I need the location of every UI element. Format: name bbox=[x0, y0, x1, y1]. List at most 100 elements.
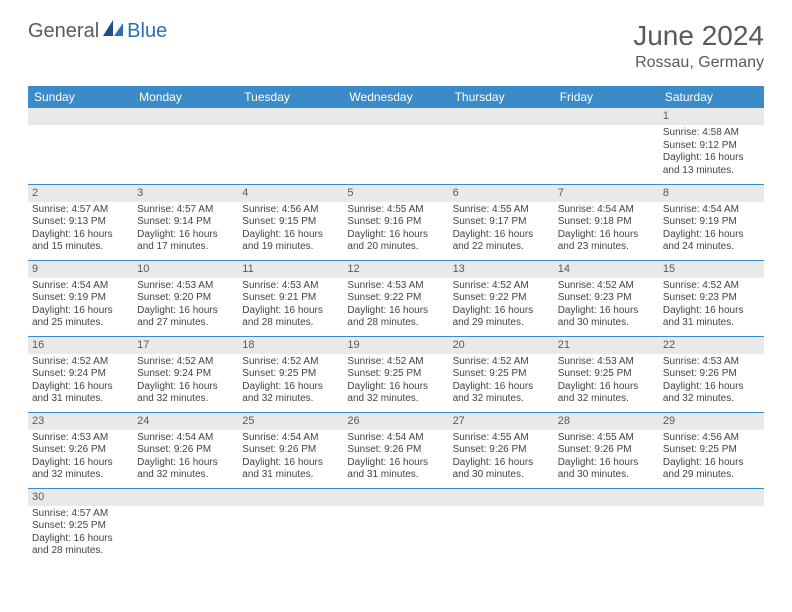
day-detail-line: and 22 minutes. bbox=[453, 241, 550, 254]
day-detail-line: and 28 minutes. bbox=[347, 317, 444, 330]
day-detail-line: Sunrise: 4:52 AM bbox=[453, 280, 550, 293]
day-detail-line: Sunrise: 4:52 AM bbox=[453, 356, 550, 369]
day-detail-line: Sunrise: 4:58 AM bbox=[663, 127, 760, 140]
day-detail-line: Sunrise: 4:56 AM bbox=[242, 204, 339, 217]
day-detail-line: and 32 minutes. bbox=[347, 393, 444, 406]
day-detail-line: Sunrise: 4:52 AM bbox=[663, 280, 760, 293]
day-detail-line: Sunrise: 4:53 AM bbox=[663, 356, 760, 369]
day-detail-line: Daylight: 16 hours bbox=[32, 381, 129, 394]
day-detail-line: Sunset: 9:24 PM bbox=[32, 368, 129, 381]
page-header: General Blue June 2024 Rossau, Germany bbox=[0, 0, 792, 80]
day-detail-line: and 32 minutes. bbox=[663, 393, 760, 406]
day-detail-line: Daylight: 16 hours bbox=[558, 229, 655, 242]
month-title: June 2024 bbox=[633, 20, 764, 52]
day-detail-line: Sunset: 9:22 PM bbox=[347, 292, 444, 305]
day-number: 7 bbox=[554, 185, 659, 202]
day-number: 27 bbox=[449, 413, 554, 430]
day-detail-line: Sunset: 9:25 PM bbox=[242, 368, 339, 381]
calendar-cell: 14Sunrise: 4:52 AMSunset: 9:23 PMDayligh… bbox=[554, 260, 659, 336]
day-detail-line: Sunset: 9:26 PM bbox=[663, 368, 760, 381]
day-detail-line: Sunset: 9:22 PM bbox=[453, 292, 550, 305]
day-details: Sunrise: 4:54 AMSunset: 9:26 PMDaylight:… bbox=[133, 430, 238, 484]
day-detail-line: Daylight: 16 hours bbox=[453, 229, 550, 242]
calendar-cell: 22Sunrise: 4:53 AMSunset: 9:26 PMDayligh… bbox=[659, 336, 764, 412]
calendar-cell: 5Sunrise: 4:55 AMSunset: 9:16 PMDaylight… bbox=[343, 184, 448, 260]
day-details: Sunrise: 4:52 AMSunset: 9:24 PMDaylight:… bbox=[133, 354, 238, 408]
calendar-cell bbox=[343, 108, 448, 184]
day-detail-line: Sunset: 9:16 PM bbox=[347, 216, 444, 229]
calendar-cell bbox=[449, 108, 554, 184]
day-number bbox=[449, 489, 554, 506]
day-detail-line: and 28 minutes. bbox=[32, 545, 129, 558]
sail-icon bbox=[103, 20, 125, 43]
day-detail-line: and 31 minutes. bbox=[242, 469, 339, 482]
day-details: Sunrise: 4:54 AMSunset: 9:19 PMDaylight:… bbox=[659, 202, 764, 256]
calendar-cell: 24Sunrise: 4:54 AMSunset: 9:26 PMDayligh… bbox=[133, 412, 238, 488]
day-number: 4 bbox=[238, 185, 343, 202]
calendar-cell bbox=[133, 488, 238, 564]
day-detail-line: and 32 minutes. bbox=[242, 393, 339, 406]
calendar-week-row: 1Sunrise: 4:58 AMSunset: 9:12 PMDaylight… bbox=[28, 108, 764, 184]
day-details: Sunrise: 4:52 AMSunset: 9:25 PMDaylight:… bbox=[343, 354, 448, 408]
day-details: Sunrise: 4:58 AMSunset: 9:12 PMDaylight:… bbox=[659, 125, 764, 179]
day-detail-line: Sunrise: 4:54 AM bbox=[137, 432, 234, 445]
day-detail-line: Sunrise: 4:53 AM bbox=[347, 280, 444, 293]
day-details: Sunrise: 4:56 AMSunset: 9:25 PMDaylight:… bbox=[659, 430, 764, 484]
day-detail-line: Daylight: 16 hours bbox=[558, 457, 655, 470]
calendar-cell: 8Sunrise: 4:54 AMSunset: 9:19 PMDaylight… bbox=[659, 184, 764, 260]
day-detail-line: Daylight: 16 hours bbox=[137, 229, 234, 242]
day-detail-line: Sunset: 9:25 PM bbox=[347, 368, 444, 381]
day-detail-line: Daylight: 16 hours bbox=[558, 305, 655, 318]
day-detail-line: Sunset: 9:26 PM bbox=[137, 444, 234, 457]
day-number bbox=[133, 489, 238, 506]
day-detail-line: Sunset: 9:17 PM bbox=[453, 216, 550, 229]
day-detail-line: Sunset: 9:20 PM bbox=[137, 292, 234, 305]
day-detail-line: and 27 minutes. bbox=[137, 317, 234, 330]
day-detail-line: Sunrise: 4:57 AM bbox=[32, 204, 129, 217]
day-detail-line: and 30 minutes. bbox=[558, 469, 655, 482]
day-detail-line: Sunrise: 4:52 AM bbox=[558, 280, 655, 293]
calendar-cell: 6Sunrise: 4:55 AMSunset: 9:17 PMDaylight… bbox=[449, 184, 554, 260]
day-detail-line: and 28 minutes. bbox=[242, 317, 339, 330]
day-detail-line: Daylight: 16 hours bbox=[347, 305, 444, 318]
day-number: 15 bbox=[659, 261, 764, 278]
brand-part2: Blue bbox=[127, 20, 167, 43]
calendar-cell: 1Sunrise: 4:58 AMSunset: 9:12 PMDaylight… bbox=[659, 108, 764, 184]
day-number: 17 bbox=[133, 337, 238, 354]
day-detail-line: Sunrise: 4:56 AM bbox=[663, 432, 760, 445]
day-detail-line: Daylight: 16 hours bbox=[663, 152, 760, 165]
day-detail-line: Daylight: 16 hours bbox=[32, 305, 129, 318]
day-details: Sunrise: 4:52 AMSunset: 9:22 PMDaylight:… bbox=[449, 278, 554, 332]
day-detail-line: and 30 minutes. bbox=[453, 469, 550, 482]
day-details: Sunrise: 4:52 AMSunset: 9:25 PMDaylight:… bbox=[238, 354, 343, 408]
day-details: Sunrise: 4:57 AMSunset: 9:14 PMDaylight:… bbox=[133, 202, 238, 256]
brand-part1: General bbox=[28, 20, 99, 43]
calendar-cell: 2Sunrise: 4:57 AMSunset: 9:13 PMDaylight… bbox=[28, 184, 133, 260]
day-detail-line: Sunrise: 4:53 AM bbox=[242, 280, 339, 293]
brand-logo: General Blue bbox=[28, 20, 167, 43]
day-number: 24 bbox=[133, 413, 238, 430]
day-detail-line: and 15 minutes. bbox=[32, 241, 129, 254]
day-details: Sunrise: 4:55 AMSunset: 9:16 PMDaylight:… bbox=[343, 202, 448, 256]
day-detail-line: Sunset: 9:12 PM bbox=[663, 140, 760, 153]
day-details: Sunrise: 4:52 AMSunset: 9:25 PMDaylight:… bbox=[449, 354, 554, 408]
day-number bbox=[659, 489, 764, 506]
day-detail-line: and 29 minutes. bbox=[453, 317, 550, 330]
day-detail-line: and 24 minutes. bbox=[663, 241, 760, 254]
weekday-header: Saturday bbox=[659, 86, 764, 108]
day-detail-line: Sunrise: 4:57 AM bbox=[137, 204, 234, 217]
day-detail-line: and 31 minutes. bbox=[32, 393, 129, 406]
day-number: 19 bbox=[343, 337, 448, 354]
calendar-cell: 12Sunrise: 4:53 AMSunset: 9:22 PMDayligh… bbox=[343, 260, 448, 336]
day-detail-line: Daylight: 16 hours bbox=[32, 457, 129, 470]
day-details: Sunrise: 4:57 AMSunset: 9:25 PMDaylight:… bbox=[28, 506, 133, 560]
day-detail-line: Sunrise: 4:54 AM bbox=[242, 432, 339, 445]
day-detail-line: Sunset: 9:14 PM bbox=[137, 216, 234, 229]
day-detail-line: and 23 minutes. bbox=[558, 241, 655, 254]
day-details: Sunrise: 4:55 AMSunset: 9:26 PMDaylight:… bbox=[449, 430, 554, 484]
day-detail-line: Sunrise: 4:54 AM bbox=[558, 204, 655, 217]
day-details: Sunrise: 4:53 AMSunset: 9:25 PMDaylight:… bbox=[554, 354, 659, 408]
calendar-week-row: 23Sunrise: 4:53 AMSunset: 9:26 PMDayligh… bbox=[28, 412, 764, 488]
day-detail-line: and 19 minutes. bbox=[242, 241, 339, 254]
day-number: 5 bbox=[343, 185, 448, 202]
